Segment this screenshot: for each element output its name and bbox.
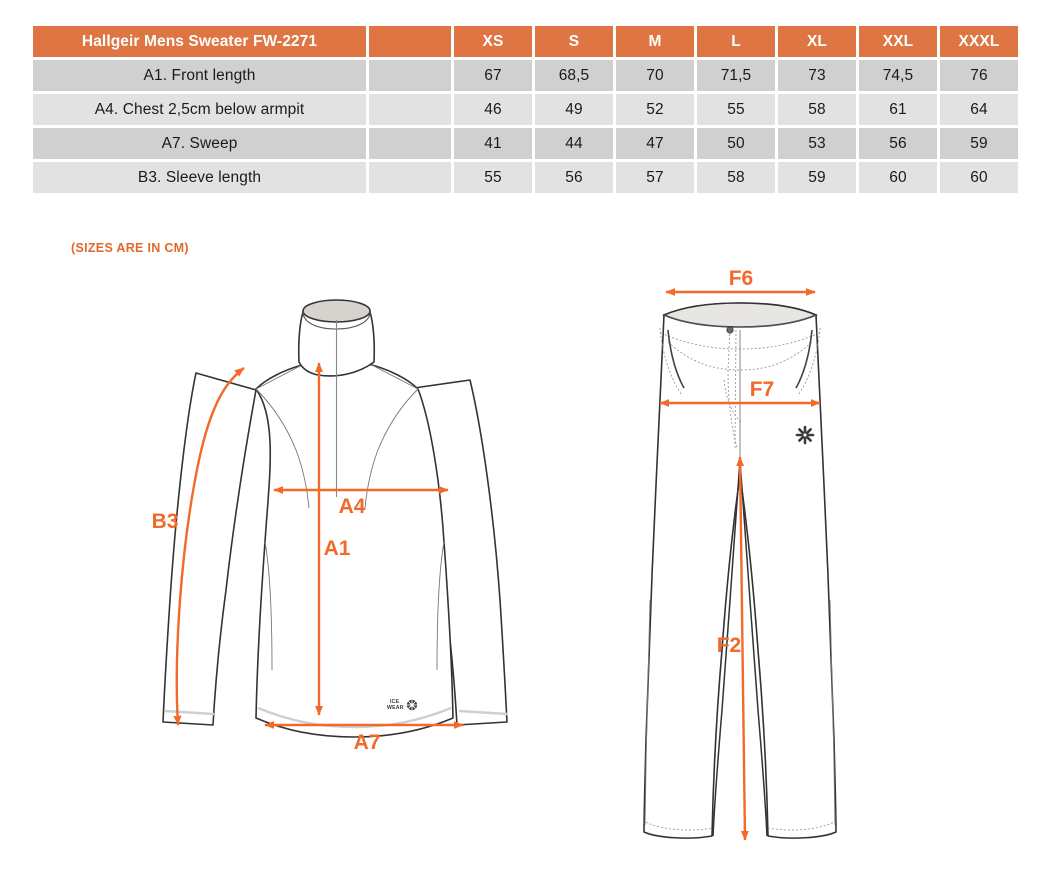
measurement-b3: B3 bbox=[152, 367, 245, 726]
measurement-label-a1: A1. Front length bbox=[33, 60, 366, 91]
cell-a4-m: 52 bbox=[616, 94, 694, 125]
measurement-label-f6-code: F6 bbox=[729, 270, 754, 290]
logo-text-line2: WEAR bbox=[387, 705, 404, 711]
cell-b3-xs: 55 bbox=[454, 162, 532, 193]
measurement-label-b3: B3. Sleeve length bbox=[33, 162, 366, 193]
table-row: A7. Sweep 41 44 47 50 53 56 59 bbox=[33, 128, 1018, 159]
measurement-f6: F6 bbox=[665, 270, 816, 296]
cell-a1-m: 70 bbox=[616, 60, 694, 91]
measurement-a1: A1 bbox=[315, 362, 351, 716]
cell-a1-xs: 67 bbox=[454, 60, 532, 91]
measurement-label-f7-code: F7 bbox=[750, 378, 775, 401]
measurement-label-f2-code: F2 bbox=[717, 634, 742, 657]
cell-a7-xxxl: 59 bbox=[940, 128, 1018, 159]
header-blank-cell bbox=[369, 26, 451, 57]
cell-a1-s: 68,5 bbox=[535, 60, 613, 91]
row-blank-cell bbox=[369, 162, 451, 193]
measurement-label-a1-code: A1 bbox=[324, 537, 351, 560]
size-header-xxl: XXL bbox=[859, 26, 937, 57]
cell-b3-xxl: 60 bbox=[859, 162, 937, 193]
cell-b3-m: 57 bbox=[616, 162, 694, 193]
measurement-label-b3-code: B3 bbox=[152, 510, 179, 533]
size-header-l: L bbox=[697, 26, 775, 57]
measurement-a4: A4 bbox=[273, 486, 449, 518]
row-blank-cell bbox=[369, 128, 451, 159]
cell-b3-xxxl: 60 bbox=[940, 162, 1018, 193]
cell-a7-xs: 41 bbox=[454, 128, 532, 159]
size-header-s: S bbox=[535, 26, 613, 57]
cell-b3-l: 58 bbox=[697, 162, 775, 193]
cell-a1-xxxl: 76 bbox=[940, 60, 1018, 91]
row-blank-cell bbox=[369, 60, 451, 91]
cell-a4-xl: 58 bbox=[778, 94, 856, 125]
measurement-a7: A7 bbox=[264, 721, 464, 754]
cell-a1-xxl: 74,5 bbox=[859, 60, 937, 91]
header-row: Hallgeir Mens Sweater FW-2271 XS S M L X… bbox=[33, 26, 1018, 57]
measurement-diagrams: ICE WEAR A4 A1 A7 bbox=[0, 270, 1037, 890]
cell-a4-l: 55 bbox=[697, 94, 775, 125]
size-header-m: M bbox=[616, 26, 694, 57]
cell-b3-s: 56 bbox=[535, 162, 613, 193]
cell-a7-l: 50 bbox=[697, 128, 775, 159]
size-header-xl: XL bbox=[778, 26, 856, 57]
brand-logo-icewear: ICE WEAR bbox=[387, 699, 418, 711]
cell-a4-xxl: 61 bbox=[859, 94, 937, 125]
measurement-label-a7-code: A7 bbox=[354, 731, 381, 754]
cell-a7-xl: 53 bbox=[778, 128, 856, 159]
measurement-f7: F7 bbox=[659, 378, 821, 407]
cell-a1-l: 71,5 bbox=[697, 60, 775, 91]
cell-a1-xl: 73 bbox=[778, 60, 856, 91]
cell-a7-xxl: 56 bbox=[859, 128, 937, 159]
cell-b3-xl: 59 bbox=[778, 162, 856, 193]
cell-a4-xs: 46 bbox=[454, 94, 532, 125]
units-note: (SIZES ARE IN CM) bbox=[71, 241, 189, 255]
sweater-illustration: ICE WEAR A4 A1 A7 bbox=[152, 299, 509, 754]
measurement-label-a7: A7. Sweep bbox=[33, 128, 366, 159]
pants-illustration: F6 F7 F2 bbox=[643, 270, 837, 841]
measurement-label-a4-code: A4 bbox=[339, 495, 366, 518]
table-row: B3. Sleeve length 55 56 57 58 59 60 60 bbox=[33, 162, 1018, 193]
table-body: A1. Front length 67 68,5 70 71,5 73 74,5… bbox=[33, 60, 1018, 193]
size-header-xs: XS bbox=[454, 26, 532, 57]
table-row: A1. Front length 67 68,5 70 71,5 73 74,5… bbox=[33, 60, 1018, 91]
cell-a7-m: 47 bbox=[616, 128, 694, 159]
table-row: A4. Chest 2,5cm below armpit 46 49 52 55… bbox=[33, 94, 1018, 125]
size-chart-table: Hallgeir Mens Sweater FW-2271 XS S M L X… bbox=[30, 23, 1021, 196]
table-header: Hallgeir Mens Sweater FW-2271 XS S M L X… bbox=[33, 26, 1018, 57]
cell-a4-s: 49 bbox=[535, 94, 613, 125]
measurement-label-a4: A4. Chest 2,5cm below armpit bbox=[33, 94, 366, 125]
product-title: Hallgeir Mens Sweater FW-2271 bbox=[33, 26, 366, 57]
logo-text-line1: ICE bbox=[390, 699, 400, 705]
size-header-xxxl: XXXL bbox=[940, 26, 1018, 57]
cell-a4-xxxl: 64 bbox=[940, 94, 1018, 125]
snowflake-icon bbox=[795, 425, 815, 445]
cell-a7-s: 44 bbox=[535, 128, 613, 159]
snowflake-icon bbox=[406, 699, 418, 711]
row-blank-cell bbox=[369, 94, 451, 125]
measurement-f2: F2 bbox=[717, 456, 749, 841]
